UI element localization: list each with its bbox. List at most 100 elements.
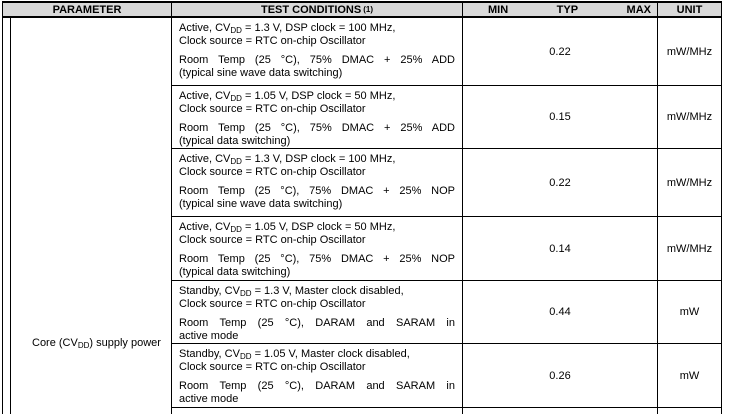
subscript-dd: DD [230, 26, 242, 35]
condition-line-4: (typical data switching) [179, 135, 291, 147]
unit-value: mW [679, 306, 700, 318]
subscript-dd: DD [230, 225, 242, 234]
parameter-text-suffix: ) supply power [89, 337, 161, 349]
left-margin-column [3, 18, 11, 414]
condition-line-3: Room Temp (25 °C), DARAM and SARAM in [179, 317, 455, 329]
unit-cell: mW/MHz [658, 149, 721, 216]
condition-text: = 1.3 V, DSP clock = 100 MHz, [241, 22, 396, 34]
unit-cell: mW [658, 344, 721, 407]
parameter-header-label: PARAMETER [52, 3, 122, 16]
table-row: Active, CVDD = 1.05 V, DSP clock = 50 MH… [172, 217, 721, 281]
condition-text: = 1.3 V, DSP clock = 100 MHz, [241, 153, 396, 165]
unit-value: mW/MHz [666, 242, 713, 255]
condition-line-3: Room Temp (25 °C), 75% DMAC + 25% NOP [179, 185, 455, 197]
typ-value: 0.22 [549, 176, 571, 189]
test-conditions-cell: Standby, CVDD = 1.05 V, Master clock dis… [172, 344, 463, 407]
condition-text: Standby, CV [179, 348, 240, 360]
typ-value: 0.14 [549, 242, 571, 255]
typ-value: 0.15 [549, 111, 571, 123]
condition-line-1: Active, CVDD = 1.3 V, DSP clock = 100 MH… [179, 153, 455, 166]
condition-line-4: (typical data switching) [179, 266, 291, 278]
condition-line-3: Room Temp (25 °C), 75% DMAC + 25% ADD [179, 54, 455, 66]
values-cell: 0.15 [463, 86, 658, 148]
subscript-dd: DD [77, 341, 90, 350]
condition-line-4: active mode [179, 393, 239, 405]
unit-cell [658, 408, 721, 414]
test-conditions-cell: Active, CVDD = 1.3 V, DSP clock = 100 MH… [172, 18, 463, 85]
values-cell: 0.14 [463, 217, 658, 280]
unit-cell: mW [658, 281, 721, 343]
footnote-reference: (1) [363, 5, 373, 14]
column-header-parameter: PARAMETER [3, 3, 172, 16]
condition-text: Active, CV [179, 221, 231, 233]
condition-line-1: Active, CVDD = 1.05 V, DSP clock = 50 MH… [179, 90, 455, 103]
condition-line-3: Room Temp (25 °C), 75% DMAC + 25% NOP [179, 253, 455, 265]
condition-line-4: (typical sine wave data switching) [179, 67, 343, 79]
subscript-dd: DD [239, 289, 252, 298]
data-rows-region: Active, CVDD = 1.3 V, DSP clock = 100 MH… [172, 18, 721, 414]
unit-header-label: UNIT [676, 3, 703, 16]
table-row: Active, CVDD = 1.3 V, DSP clock = 100 MH… [172, 149, 721, 217]
partial-row [172, 408, 721, 414]
max-header-label: MAX [626, 3, 651, 16]
condition-line-1: Standby, CVDD = 1.05 V, Master clock dis… [179, 348, 455, 361]
table-row: Active, CVDD = 1.05 V, DSP clock = 50 MH… [172, 86, 721, 149]
subscript-dd: DD [230, 94, 242, 103]
unit-cell: mW/MHz [658, 18, 721, 85]
values-cell: 0.44 [463, 281, 658, 343]
condition-line-1: Standby, CVDD = 1.3 V, Master clock disa… [179, 285, 455, 298]
typ-value: 0.44 [549, 306, 571, 318]
typ-value: 0.26 [549, 369, 571, 382]
table-row: Standby, CVDD = 1.05 V, Master clock dis… [172, 344, 721, 408]
condition-text: = 1.05 V, DSP clock = 50 MHz, [241, 90, 396, 102]
values-cell [463, 408, 658, 414]
condition-line-2: Clock source = RTC on-chip Oscillator [179, 103, 366, 115]
unit-value: mW/MHz [666, 45, 713, 58]
test-conditions-cell: Active, CVDD = 1.05 V, DSP clock = 50 MH… [172, 217, 463, 280]
values-cell: 0.22 [463, 18, 658, 85]
parameter-label: Core (CVDD) supply power [32, 337, 161, 350]
condition-text: Active, CV [179, 153, 231, 165]
parameter-text: Core (CV [32, 337, 78, 349]
condition-text: Standby, CV [179, 285, 240, 297]
parameter-cell: Core (CVDD) supply power [11, 18, 172, 414]
values-cell: 0.22 [463, 149, 658, 216]
column-header-unit: UNIT [658, 3, 721, 16]
table-body: Core (CVDD) supply power Active, CVDD = … [3, 18, 721, 414]
subscript-dd: DD [239, 352, 252, 361]
test-conditions-header-label: TEST CONDITIONS [260, 3, 362, 16]
unit-value: mW [679, 369, 700, 382]
condition-line-2: Clock source = RTC on-chip Oscillator [179, 361, 366, 373]
test-conditions-cell: Standby, CVDD = 1.3 V, Master clock disa… [172, 281, 463, 343]
condition-line-3: Room Temp (25 °C), DARAM and SARAM in [179, 380, 455, 392]
table-row: Standby, CVDD = 1.3 V, Master clock disa… [172, 281, 721, 344]
test-conditions-cell: Active, CVDD = 1.05 V, DSP clock = 50 MH… [172, 86, 463, 148]
specifications-table: PARAMETER TEST CONDITIONS (1) MIN TYP MAX… [2, 1, 722, 414]
condition-text: = 1.05 V, DSP clock = 50 MHz, [241, 221, 396, 233]
typ-header-label: TYP [556, 3, 579, 16]
unit-value: mW/MHz [666, 111, 713, 123]
unit-value: mW/MHz [666, 176, 713, 189]
table-header-row: PARAMETER TEST CONDITIONS (1) MIN TYP MAX… [3, 3, 721, 18]
column-header-min-typ-max: MIN TYP MAX [463, 3, 658, 16]
condition-line-4: active mode [179, 330, 239, 342]
test-conditions-cell: Active, CVDD = 1.3 V, DSP clock = 100 MH… [172, 149, 463, 216]
condition-line-1: Active, CVDD = 1.3 V, DSP clock = 100 MH… [179, 22, 455, 35]
table-row: Active, CVDD = 1.3 V, DSP clock = 100 MH… [172, 18, 721, 86]
condition-line-1: Active, CVDD = 1.05 V, DSP clock = 50 MH… [179, 221, 455, 234]
condition-line-4: (typical sine wave data switching) [179, 198, 343, 210]
unit-cell: mW/MHz [658, 217, 721, 280]
condition-line-2: Clock source = RTC on-chip Oscillator [179, 234, 366, 246]
condition-line-2: Clock source = RTC on-chip Oscillator [179, 166, 366, 178]
column-header-test-conditions: TEST CONDITIONS (1) [172, 3, 463, 16]
test-conditions-cell [172, 408, 463, 414]
condition-line-2: Clock source = RTC on-chip Oscillator [179, 298, 366, 310]
condition-line-3: Room Temp (25 °C), 75% DMAC + 25% ADD [179, 122, 455, 134]
unit-cell: mW/MHz [658, 86, 721, 148]
condition-text: = 1.05 V, Master clock disabled, [251, 348, 410, 360]
condition-text: Active, CV [179, 22, 231, 34]
condition-text: Active, CV [179, 90, 231, 102]
condition-line-2: Clock source = RTC on-chip Oscillator [179, 35, 366, 47]
condition-text: = 1.3 V, Master clock disabled, [251, 285, 404, 297]
